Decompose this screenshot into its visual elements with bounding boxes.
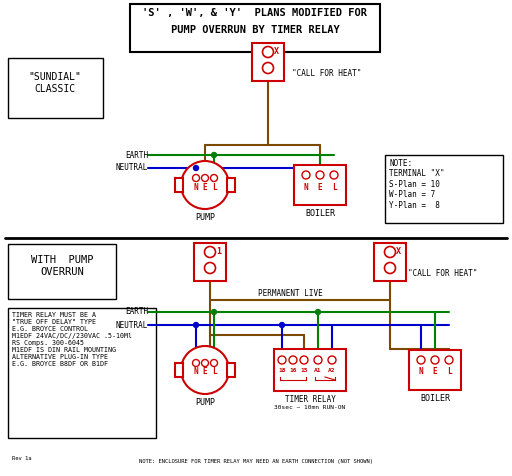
Text: PUMP: PUMP [195,213,215,222]
FancyBboxPatch shape [175,363,183,377]
Circle shape [316,171,324,179]
FancyBboxPatch shape [252,43,284,81]
Circle shape [181,161,229,209]
Text: WITH  PUMP
OVERRUN: WITH PUMP OVERRUN [31,255,93,277]
Text: 'S' , 'W', & 'Y'  PLANS MODIFIED FOR: 'S' , 'W', & 'Y' PLANS MODIFIED FOR [142,8,368,18]
Text: N: N [304,182,308,191]
Text: Rev 1a: Rev 1a [12,456,32,460]
Circle shape [315,309,321,315]
Text: N: N [194,182,198,191]
Text: "SUNDIAL"
CLASSIC: "SUNDIAL" CLASSIC [29,72,81,94]
Text: EARTH: EARTH [125,307,148,317]
Circle shape [431,356,439,364]
Circle shape [300,356,308,364]
Text: E: E [317,182,323,191]
Text: NEUTRAL: NEUTRAL [116,320,148,329]
Text: PUMP OVERRUN BY TIMER RELAY: PUMP OVERRUN BY TIMER RELAY [170,25,339,35]
Text: NOTE:
TERMINAL "X"
S-Plan = 10
W-Plan = 7
Y-Plan =  8: NOTE: TERMINAL "X" S-Plan = 10 W-Plan = … [389,159,444,209]
Circle shape [193,359,200,367]
Circle shape [204,247,216,258]
Text: E: E [203,182,207,191]
Circle shape [202,175,208,181]
FancyBboxPatch shape [409,350,461,390]
Circle shape [194,166,199,170]
FancyBboxPatch shape [385,155,503,223]
Text: PUMP: PUMP [195,398,215,407]
Text: L: L [211,182,216,191]
FancyBboxPatch shape [227,178,234,192]
Text: E: E [203,367,207,377]
Text: BOILER: BOILER [305,209,335,218]
Text: A1: A1 [314,368,322,374]
Text: TIMER RELAY: TIMER RELAY [285,395,335,404]
Text: NEUTRAL: NEUTRAL [116,163,148,172]
Circle shape [211,152,217,158]
Text: 16: 16 [289,368,297,374]
FancyBboxPatch shape [8,308,156,438]
Text: 15: 15 [300,368,308,374]
FancyBboxPatch shape [374,243,406,281]
Circle shape [263,62,273,73]
Text: EARTH: EARTH [125,150,148,159]
Text: X: X [274,47,279,56]
Circle shape [202,359,208,367]
Text: "CALL FOR HEAT": "CALL FOR HEAT" [408,268,477,278]
Text: A2: A2 [328,368,336,374]
Text: 30sec ~ 10mn RUN-ON: 30sec ~ 10mn RUN-ON [274,405,346,410]
Circle shape [445,356,453,364]
Text: N: N [419,367,423,377]
Circle shape [302,171,310,179]
Circle shape [330,171,338,179]
Text: L: L [211,367,216,377]
FancyBboxPatch shape [227,363,234,377]
Circle shape [289,356,297,364]
Circle shape [280,323,285,327]
Text: N: N [194,367,198,377]
Circle shape [417,356,425,364]
Text: TIMER RELAY MUST BE A
"TRUE OFF DELAY" TYPE
E.G. BROYCE CONTROL
M1EDF 24VAC/DC//: TIMER RELAY MUST BE A "TRUE OFF DELAY" T… [12,312,132,367]
FancyBboxPatch shape [8,58,103,118]
FancyBboxPatch shape [294,165,346,205]
Circle shape [194,323,199,327]
Circle shape [181,346,229,394]
FancyBboxPatch shape [274,349,346,391]
Text: 18: 18 [278,368,286,374]
Circle shape [210,175,218,181]
FancyBboxPatch shape [130,4,380,52]
Text: 1: 1 [216,247,221,256]
Circle shape [263,47,273,58]
Circle shape [278,356,286,364]
Circle shape [385,247,395,258]
Text: PERMANENT LIVE: PERMANENT LIVE [258,289,323,298]
FancyBboxPatch shape [175,178,183,192]
Circle shape [204,262,216,274]
Circle shape [385,262,395,274]
Text: X: X [396,247,401,256]
Circle shape [210,359,218,367]
Text: L: L [446,367,451,377]
Circle shape [193,175,200,181]
FancyBboxPatch shape [8,244,116,299]
Text: "CALL FOR HEAT": "CALL FOR HEAT" [292,69,361,79]
Text: L: L [332,182,336,191]
Text: NOTE: ENCLOSURE FOR TIMER RELAY MAY NEED AN EARTH CONNECTION (NOT SHOWN): NOTE: ENCLOSURE FOR TIMER RELAY MAY NEED… [139,459,373,465]
Text: BOILER: BOILER [420,394,450,403]
Circle shape [211,309,217,315]
Text: E: E [433,367,437,377]
Circle shape [314,356,322,364]
Circle shape [328,356,336,364]
FancyBboxPatch shape [194,243,226,281]
